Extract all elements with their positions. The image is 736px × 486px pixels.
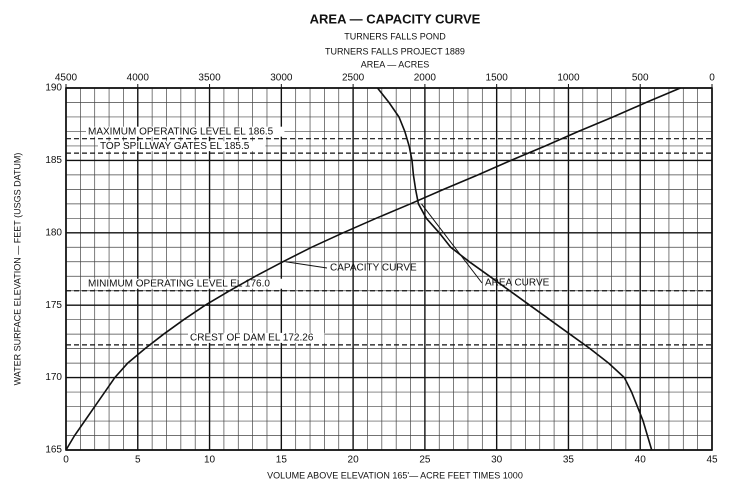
subtitle: TURNERS FALLS POND: [344, 31, 446, 41]
x2-tick-label: 2500: [342, 73, 365, 84]
y-tick-label: 185: [45, 155, 62, 166]
x2-tick-label: 0: [709, 73, 715, 84]
reference-label: MAXIMUM OPERATING LEVEL EL 186.5: [88, 126, 274, 137]
x2-tick-label: 1500: [486, 73, 509, 84]
x-tick-label: 10: [204, 455, 216, 466]
label-bg: [98, 141, 266, 152]
legend-label: CAPACITY CURVE: [330, 263, 417, 274]
y-tick-label: 190: [45, 83, 62, 94]
label-bg: [86, 278, 285, 289]
plot-frame: [65, 87, 713, 451]
label-bg: [86, 126, 285, 137]
y-tick-label: 180: [45, 227, 62, 238]
x-tick-label: 15: [276, 455, 288, 466]
label-arrow: [285, 261, 328, 269]
x-tick-label: 20: [348, 455, 360, 466]
x-tick-label: 30: [491, 455, 503, 466]
x2-tick-label: 3500: [198, 73, 221, 84]
label-arrow: [421, 203, 483, 284]
x-tick-label: 35: [563, 455, 575, 466]
x-axis-label: VOLUME ABOVE ELEVATION 165'— ACRE FEET T…: [267, 470, 523, 480]
x2-tick-label: 500: [632, 73, 649, 84]
x2-tick-label: 4500: [55, 73, 78, 84]
x-tick-label: 45: [706, 455, 718, 466]
reference-label: CREST OF DAM EL 172.26: [190, 333, 314, 344]
x2-tick-label: 3000: [270, 73, 293, 84]
x-tick-label: 5: [135, 455, 141, 466]
x2-tick-label: 4000: [127, 73, 150, 84]
y-tick-label: 170: [45, 372, 62, 383]
label-bg: [188, 332, 325, 343]
x-tick-label: 0: [63, 455, 69, 466]
x-tick-label: 25: [419, 455, 431, 466]
curve: [65, 87, 681, 451]
reference-label: TOP SPILLWAY GATES EL 185.5: [100, 141, 250, 152]
y-axis-label: WATER SURFACE ELEVATION — FEET (USGS DAT…: [12, 153, 22, 386]
curve: [376, 87, 653, 451]
x2-tick-label: 2000: [414, 73, 437, 84]
x2-tick-label: 1000: [557, 73, 580, 84]
x2-axis-label: AREA — ACRES: [361, 59, 430, 69]
reference-label: MINIMUM OPERATING LEVEL EL 176.0: [88, 278, 270, 289]
legend-label: AREA CURVE: [485, 278, 550, 289]
chart-title: AREA — CAPACITY CURVE: [310, 11, 481, 26]
subtitle: TURNERS FALLS PROJECT 1889: [325, 46, 465, 56]
y-tick-label: 165: [45, 445, 62, 456]
y-tick-label: 175: [45, 300, 62, 311]
x-tick-label: 40: [635, 455, 647, 466]
